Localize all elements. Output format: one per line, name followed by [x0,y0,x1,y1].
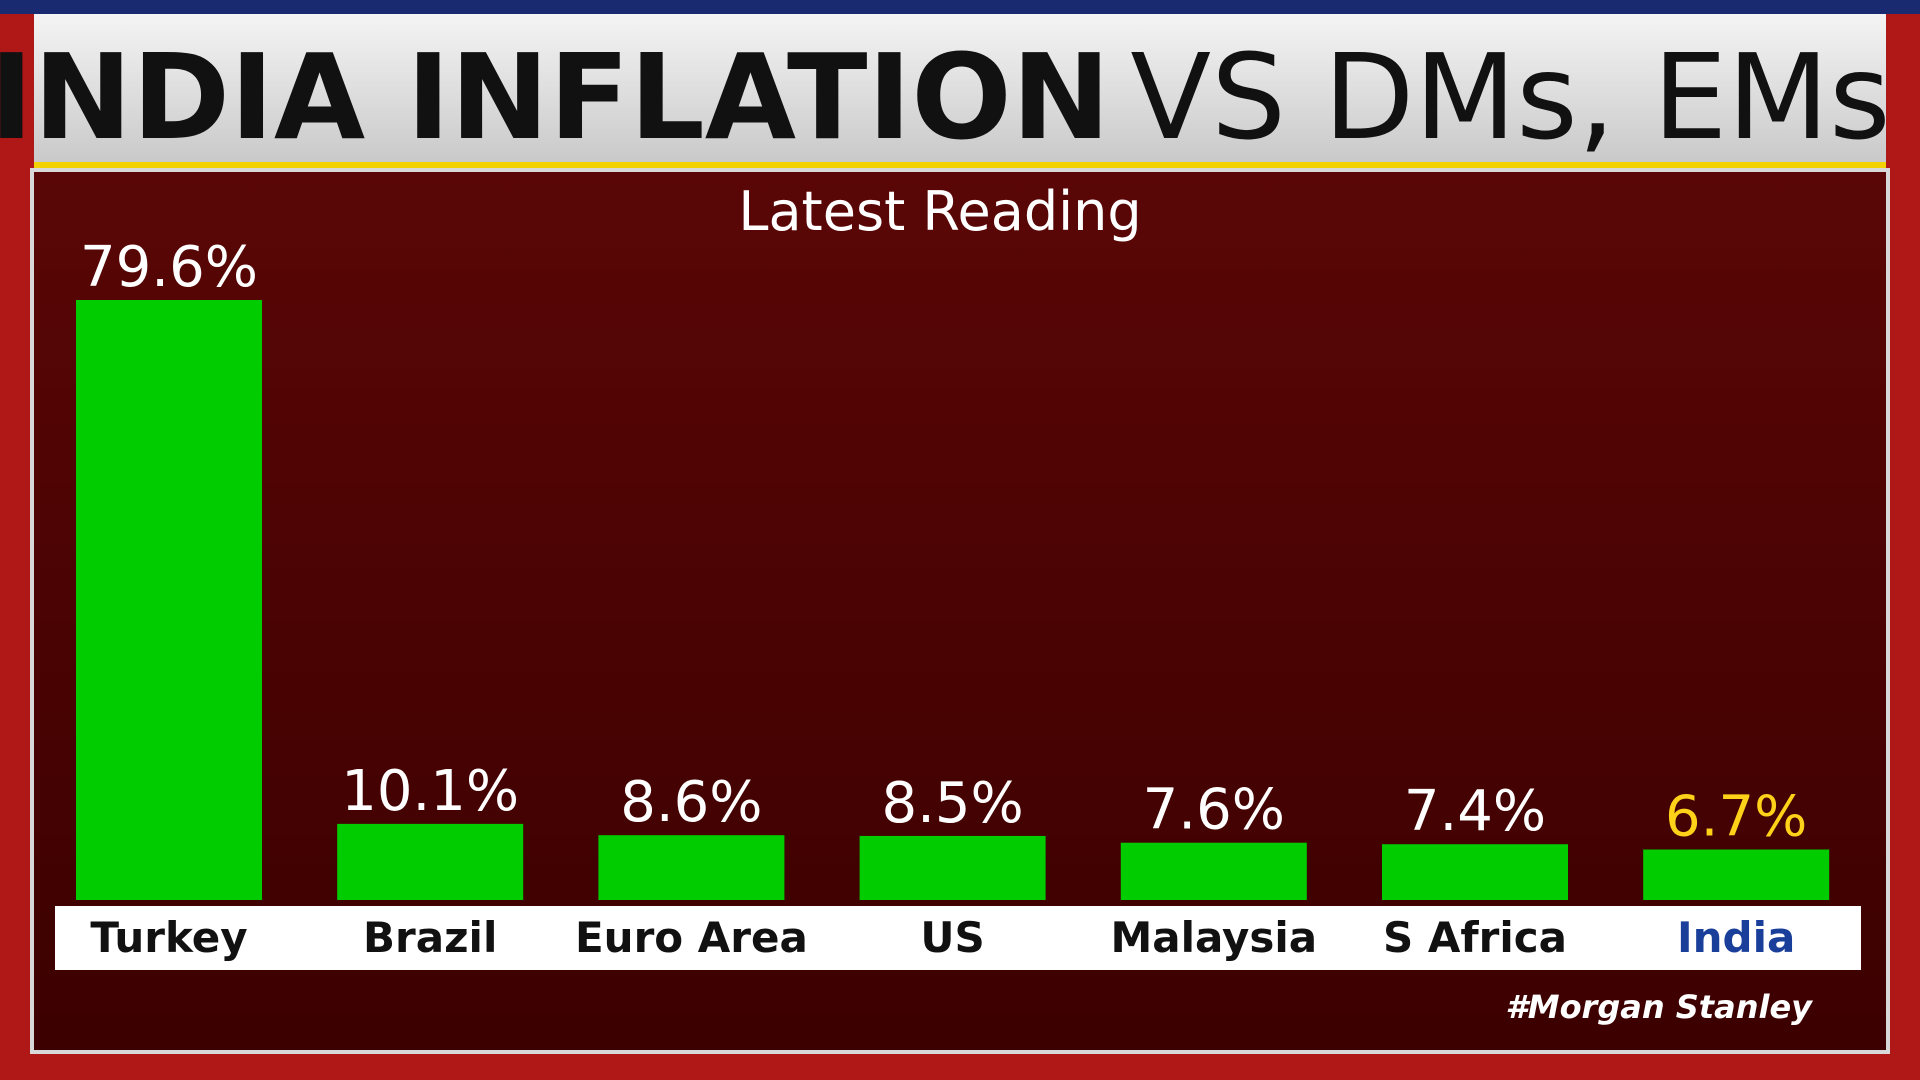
x-tick-label: India [1677,913,1795,962]
bar [859,835,1046,900]
bar [1643,849,1830,900]
value-label: 7.6% [1143,778,1285,843]
bar [76,300,262,900]
title-band [34,14,1886,164]
title-bold: INDIA INFLATION [0,28,1110,166]
x-tick-label: US [920,913,984,962]
panel [30,168,1890,1054]
subtitle: Latest Reading [738,180,1141,243]
bar [337,823,524,900]
x-tick-label: Brazil [363,913,497,962]
bar [1120,842,1307,900]
value-label: 6.7% [1665,784,1807,849]
x-tick-label: Euro Area [575,913,808,962]
label-strip [55,906,1861,970]
bar [1382,844,1568,900]
source: #Morgan Stanley [1505,988,1813,1026]
value-label: 8.6% [620,770,762,835]
x-tick-label: S Africa [1383,913,1567,962]
value-label: 79.6% [80,235,258,300]
title-light: VS DMs, EMs [1130,28,1890,166]
x-tick-label: Turkey [90,913,247,962]
value-label: 8.5% [881,771,1023,836]
chart-title: INDIA INFLATION VS DMs, EMs [0,28,1891,166]
bar [598,835,785,900]
x-tick-label: Malaysia [1110,913,1317,962]
value-label: 10.1% [341,759,519,824]
value-label: 7.4% [1404,779,1546,844]
title-underline [34,162,1886,168]
top-strip [0,0,1920,14]
